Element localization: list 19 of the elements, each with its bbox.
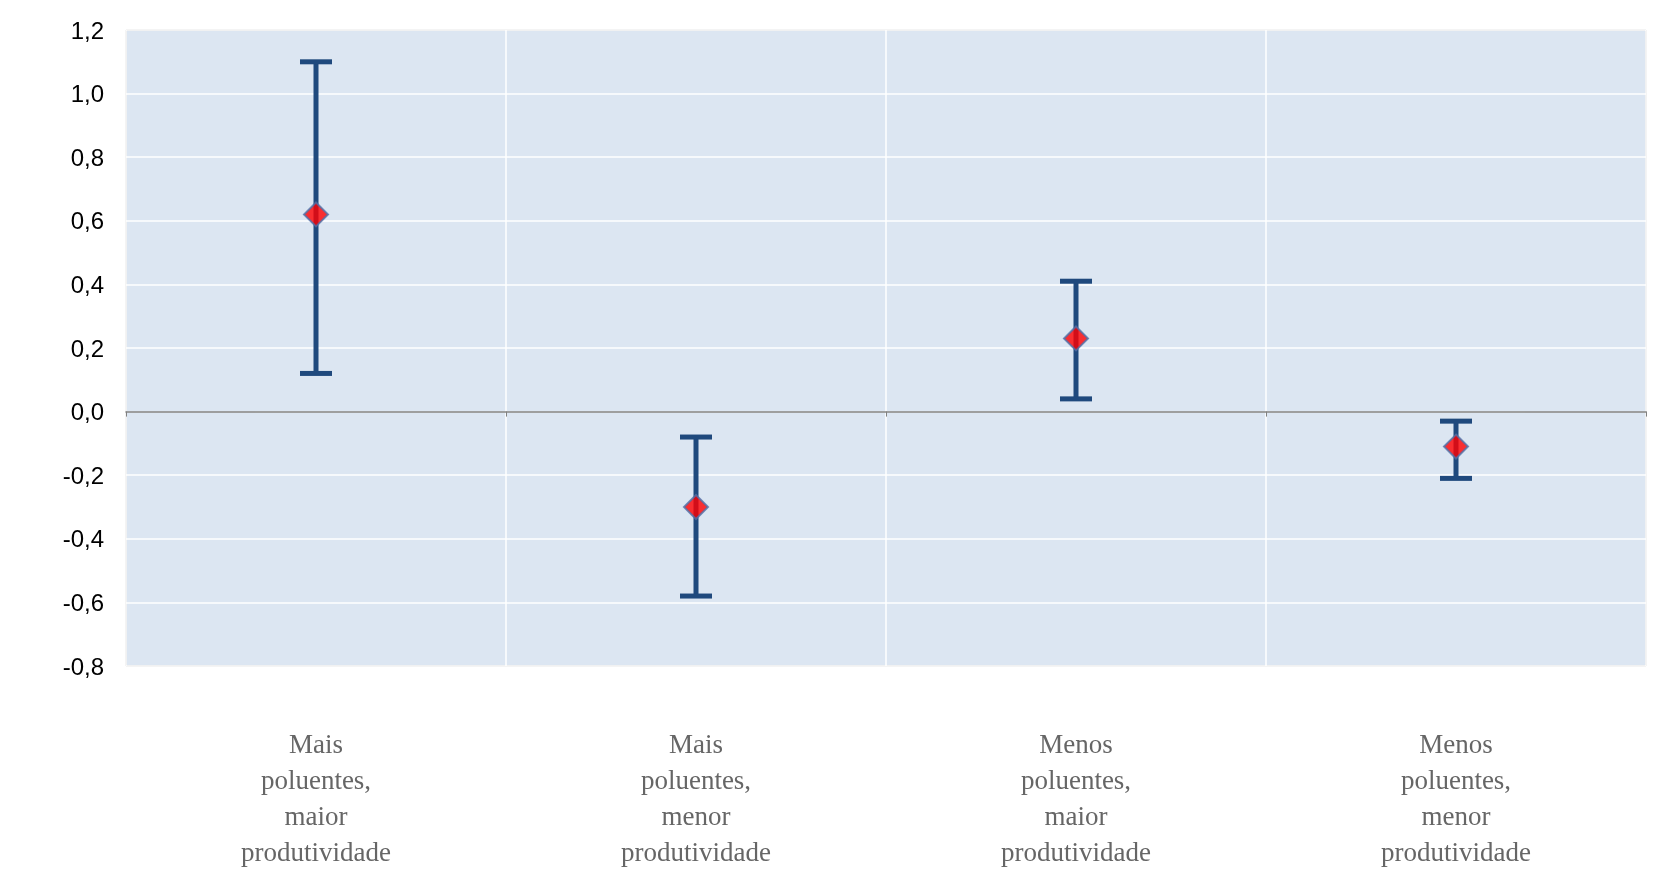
point	[683, 494, 709, 520]
y-tick-label: 0,4	[70, 270, 104, 298]
y-tick-label: -0,8	[62, 652, 104, 680]
x-tick-label: Menos poluentes, maior produtividade	[1001, 729, 1151, 867]
y-tick-label: 0,6	[70, 207, 104, 235]
point	[1063, 325, 1089, 352]
y-tick-label: -0,2	[62, 461, 104, 489]
x-tick-label: Mais poluentes, menor produtividade	[621, 729, 771, 867]
y-tick-label: 0,0	[70, 398, 104, 426]
y-tick-label: -0,4	[62, 525, 104, 553]
y-tick-label: 1,2	[70, 16, 104, 44]
point	[1443, 433, 1469, 460]
point	[303, 201, 329, 228]
y-tick-label: 0,2	[70, 334, 104, 362]
y-tick-label: 1,0	[70, 80, 104, 108]
y-tick-label: -0,6	[62, 588, 104, 616]
x-tick-label: Mais poluentes, maior produtividade	[241, 729, 391, 867]
x-tick-label: Menos poluentes, menor produtividade	[1381, 729, 1531, 867]
y-tick-label: 0,8	[70, 143, 104, 171]
